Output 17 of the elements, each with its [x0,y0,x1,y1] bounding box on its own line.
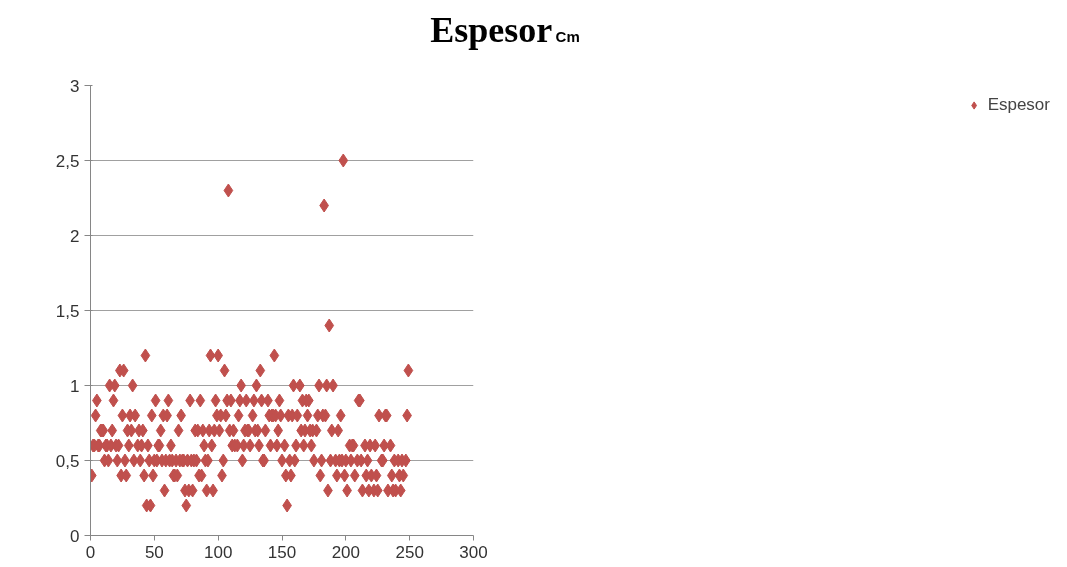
x-tick-label: 300 [459,542,488,562]
x-tick-label: 100 [203,542,233,562]
x-tick-label: 0 [85,542,96,562]
x-tick-label: 200 [331,542,361,562]
y-tick-label: 1,5 [55,301,80,321]
y-tick-label: 0 [70,526,80,546]
x-tick-label: 250 [395,542,424,562]
x-tick-label: 50 [144,542,164,562]
x-tick-label: 150 [267,542,297,562]
text: Cm [555,28,580,45]
y-tick-label: 1 [70,376,80,396]
y-tick-label: 2,5 [55,151,80,171]
y-tick-label: 0,5 [55,451,80,471]
chart-title: Espesor [430,10,553,50]
y-tick-label: 2 [70,226,80,246]
legend-label: Espesor [987,95,1050,115]
y-tick-label: 3 [70,76,80,96]
